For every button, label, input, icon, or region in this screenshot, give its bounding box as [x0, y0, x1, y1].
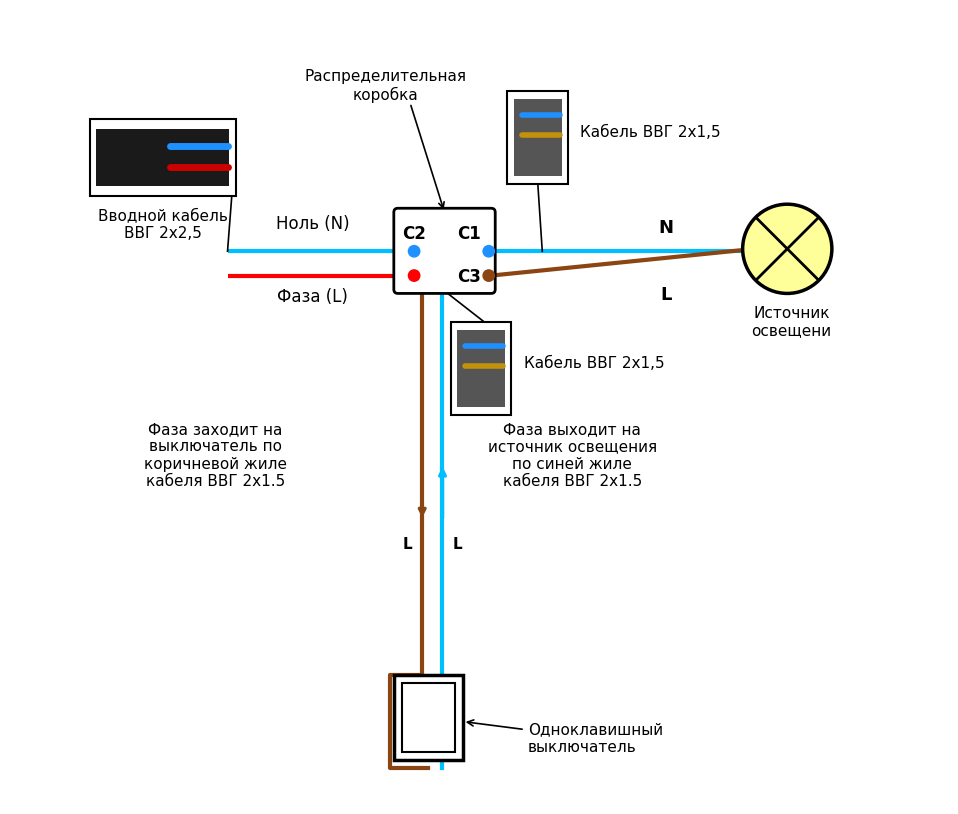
Text: L: L — [660, 286, 672, 304]
Text: L: L — [452, 537, 462, 552]
Text: N: N — [658, 220, 673, 238]
Bar — [402, 683, 455, 752]
Circle shape — [483, 270, 494, 282]
Text: C1: C1 — [457, 225, 481, 243]
Bar — [508, 90, 568, 184]
Text: Фаза (L): Фаза (L) — [277, 287, 348, 305]
Text: Источник
освещени: Источник освещени — [751, 305, 832, 338]
Bar — [450, 322, 512, 415]
Bar — [96, 129, 229, 186]
Circle shape — [408, 246, 420, 257]
Text: C3: C3 — [457, 268, 481, 287]
Text: Кабель ВВГ 2х1,5: Кабель ВВГ 2х1,5 — [524, 357, 664, 371]
Text: Ноль (N): Ноль (N) — [276, 215, 350, 233]
Text: Фаза заходит на
выключатель по
коричневой жиле
кабеля ВВГ 2х1.5: Фаза заходит на выключатель по коричнево… — [144, 422, 286, 489]
Text: Кабель ВВГ 2х1,5: Кабель ВВГ 2х1,5 — [581, 125, 721, 140]
Bar — [90, 119, 236, 196]
Text: Одноклавишный
выключатель: Одноклавишный выключатель — [468, 720, 663, 755]
Circle shape — [408, 270, 420, 282]
Circle shape — [742, 204, 832, 293]
Bar — [457, 330, 505, 407]
Text: Распределительная
коробка: Распределительная коробка — [305, 69, 467, 103]
Text: Вводной кабель
ВВГ 2х2,5: Вводной кабель ВВГ 2х2,5 — [98, 208, 228, 241]
Circle shape — [483, 246, 494, 257]
Text: Фаза выходит на
источник освещения
по синей жиле
кабеля ВВГ 2х1.5: Фаза выходит на источник освещения по си… — [488, 422, 657, 489]
Bar — [513, 98, 561, 176]
Bar — [394, 675, 463, 760]
FancyBboxPatch shape — [394, 208, 495, 293]
Text: C2: C2 — [402, 225, 426, 243]
Text: L: L — [402, 537, 413, 552]
